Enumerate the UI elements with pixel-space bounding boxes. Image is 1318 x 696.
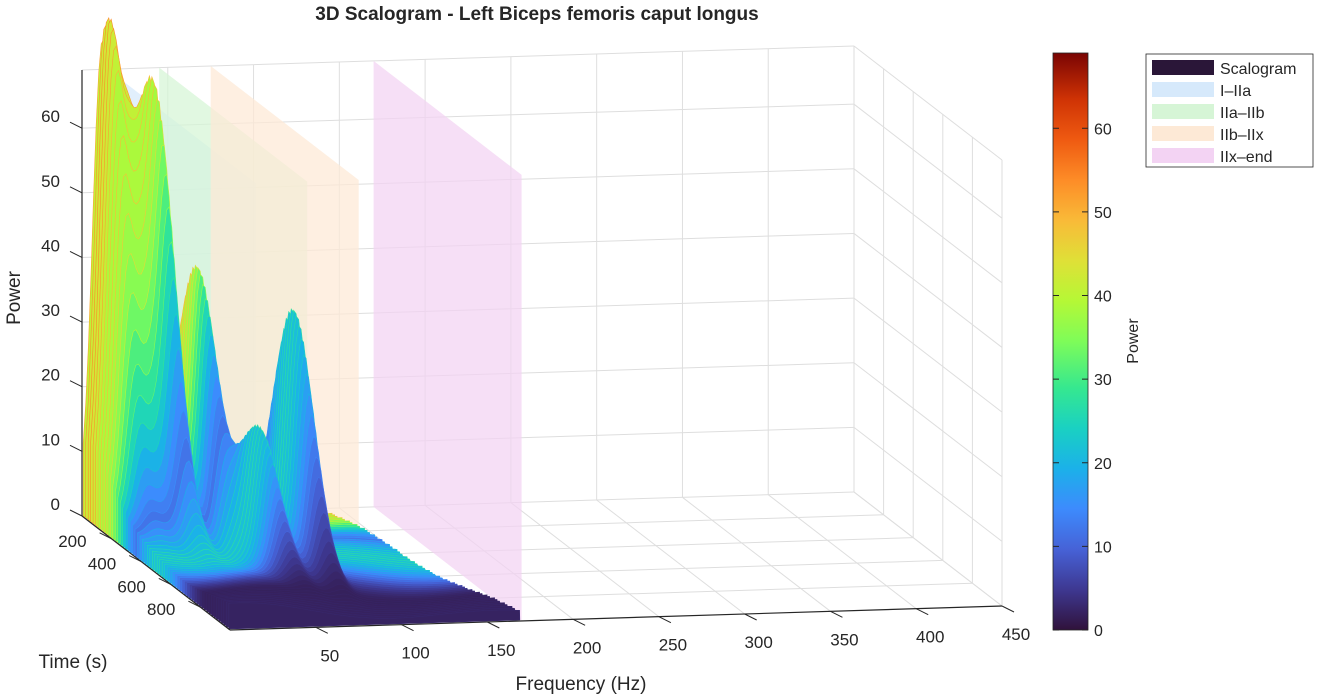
z-tick-label: 30 [41, 301, 60, 320]
frequency-tick-label: 150 [487, 641, 515, 660]
colorbar-tick-label: 40 [1094, 289, 1112, 306]
y-axis-label: Time (s) [39, 652, 108, 673]
grid-line-floor-frequency [767, 494, 917, 610]
grid-line-side-horizontal [853, 426, 1003, 542]
frequency-tick-label: 100 [401, 644, 429, 663]
surface-slice [228, 602, 521, 630]
frequency-tick [915, 608, 929, 616]
grid-line-floor-frequency [853, 491, 1003, 607]
grid-line-side-horizontal [853, 168, 1003, 284]
surface-slice [154, 308, 412, 573]
frequency-tick [315, 626, 329, 634]
z-tick [69, 444, 83, 452]
colorbar-gradient [1052, 52, 1089, 631]
frequency-axis-line [229, 605, 1003, 631]
legend: Scalogram I–IIa IIa–IIb IIb–IIx IIx–end [1145, 53, 1314, 168]
frequency-tick-label: 300 [744, 633, 772, 652]
chart-title: 3D Scalogram - Left Biceps femoris caput… [315, 4, 758, 25]
grid-line-back-horizontal [81, 45, 855, 71]
surface-slice [152, 310, 409, 571]
z-tick [69, 509, 83, 517]
legend-swatch [1152, 82, 1214, 97]
time-tick [158, 577, 172, 585]
z-axis-label: Power [4, 270, 25, 325]
x-axis-label: Frequency (Hz) [516, 674, 647, 695]
frequency-tick-label: 450 [1002, 625, 1030, 644]
frequency-tick-label: 400 [916, 628, 944, 647]
surface-slice [149, 317, 405, 569]
z-tick [69, 315, 83, 323]
legend-entry: IIx–end [1220, 149, 1272, 166]
grid-line-side-horizontal [853, 233, 1003, 348]
grid-line-side-horizontal [853, 297, 1003, 413]
grid-line-side-horizontal [853, 362, 1003, 478]
z-tick [69, 380, 83, 388]
time-tick-label: 400 [88, 555, 116, 574]
z-tick-label: 50 [41, 172, 60, 191]
grid-line-floor-frequency [510, 502, 660, 618]
surface-slice [147, 327, 402, 567]
legend-entry: I–IIa [1220, 83, 1251, 100]
legend-entry: Scalogram [1220, 61, 1296, 78]
z-tick [69, 186, 83, 194]
frequency-tick [658, 616, 672, 624]
frequency-tick [401, 624, 414, 632]
grid-line-floor-frequency [596, 499, 745, 615]
time-tick [188, 600, 201, 608]
band-plane [373, 60, 522, 621]
frequency-tick [487, 621, 500, 629]
colorbar-tick-label: 50 [1094, 205, 1112, 222]
legend-entry: IIa–IIb [1220, 105, 1265, 122]
colorbar-tick-label: 30 [1094, 372, 1112, 389]
z-tick-label: 0 [51, 495, 60, 514]
z-tick-label: 40 [41, 236, 60, 255]
frequency-tick-label: 200 [573, 638, 601, 657]
colorbar-tick-label: 20 [1094, 456, 1112, 473]
grid-line-side-horizontal [853, 45, 1003, 161]
frequency-tick [572, 618, 586, 626]
colorbar-label: Power [1125, 318, 1142, 364]
legend-swatch [1152, 60, 1214, 75]
colorbar-tick-label: 0 [1094, 623, 1103, 640]
legend-swatch [1152, 148, 1214, 163]
legend-entry: IIb–IIx [1220, 127, 1264, 144]
frequency-tick [830, 610, 843, 618]
time-tick-label: 800 [147, 600, 175, 619]
frequency-tick [1001, 605, 1015, 613]
time-tick [128, 555, 142, 563]
legend-swatch [1152, 104, 1214, 119]
frequency-tick [744, 613, 757, 621]
colorbar-tick-label: 10 [1094, 539, 1112, 556]
z-tick-label: 20 [41, 366, 60, 385]
colorbar: Power 0 10 20 30 40 50 60 [1052, 52, 1142, 640]
scalogram-surface [82, 17, 521, 630]
time-axis-line [81, 515, 231, 631]
grid-line-floor-frequency [682, 496, 831, 612]
frequency-tick-label: 350 [830, 630, 858, 649]
z-tick-label: 60 [41, 107, 60, 126]
time-tick [99, 532, 112, 540]
z-tick [69, 121, 83, 129]
colorbar-tick-label: 60 [1094, 121, 1112, 138]
z-tick [69, 251, 83, 258]
time-tick-label: 200 [58, 532, 86, 551]
frequency-tick-label: 50 [320, 646, 339, 665]
frequency-tick-label: 250 [659, 636, 687, 655]
legend-swatch [1152, 126, 1214, 141]
grid-line-side-horizontal [853, 103, 1003, 219]
z-tick-label: 10 [41, 430, 60, 449]
time-tick-label: 600 [117, 577, 145, 596]
